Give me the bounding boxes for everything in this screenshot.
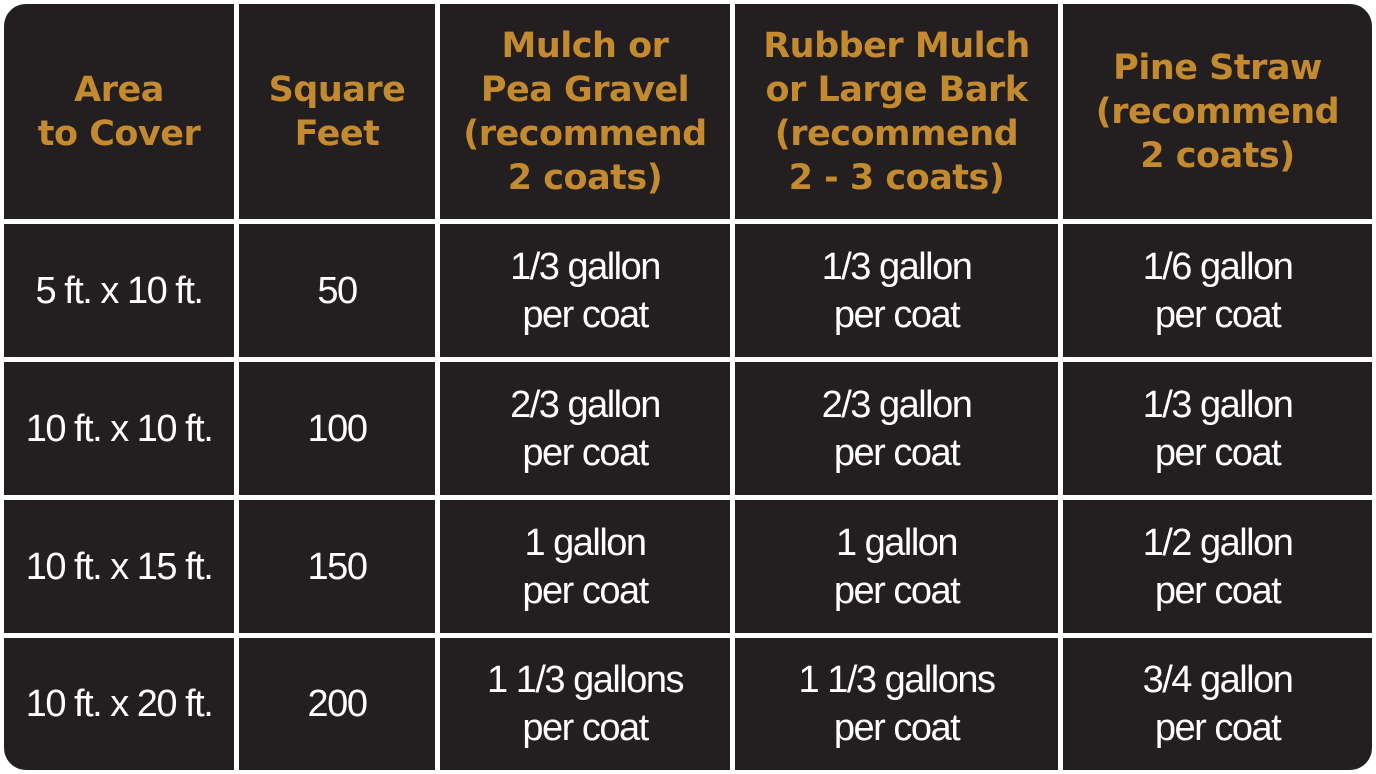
cell-pine-straw: 1/2 gallon per coat: [1063, 500, 1372, 633]
cell-square-feet: 50: [239, 224, 435, 357]
cell-rubber-mulch-large-bark: 1 1/3 gallons per coat: [735, 638, 1058, 770]
cell-mulch-pea-gravel: 2/3 gallon per coat: [440, 362, 730, 495]
header-rubber-mulch-large-bark: Rubber Mulch or Large Bark (recommend 2 …: [735, 4, 1058, 219]
cell-pine-straw: 3/4 gallon per coat: [1063, 638, 1372, 770]
cell-square-feet: 150: [239, 500, 435, 633]
header-pine-straw: Pine Straw (recommend 2 coats): [1063, 4, 1372, 219]
cell-area: 10 ft. x 15 ft.: [4, 500, 234, 633]
cell-mulch-pea-gravel: 1/3 gallon per coat: [440, 224, 730, 357]
cell-rubber-mulch-large-bark: 1/3 gallon per coat: [735, 224, 1058, 357]
cell-rubber-mulch-large-bark: 2/3 gallon per coat: [735, 362, 1058, 495]
cell-square-feet: 100: [239, 362, 435, 495]
header-area: Area to Cover: [4, 4, 234, 219]
header-square-feet: Square Feet: [239, 4, 435, 219]
cell-mulch-pea-gravel: 1 1/3 gallons per coat: [440, 638, 730, 770]
coverage-table: Area to Cover Square Feet Mulch or Pea Gra…: [4, 4, 1372, 770]
header-mulch-pea-gravel: Mulch or Pea Gravel (recommend 2 coats): [440, 4, 730, 219]
cell-rubber-mulch-large-bark: 1 gallon per coat: [735, 500, 1058, 633]
cell-pine-straw: 1/3 gallon per coat: [1063, 362, 1372, 495]
cell-mulch-pea-gravel: 1 gallon per coat: [440, 500, 730, 633]
cell-area: 10 ft. x 20 ft.: [4, 638, 234, 770]
cell-square-feet: 200: [239, 638, 435, 770]
cell-area: 10 ft. x 10 ft.: [4, 362, 234, 495]
cell-area: 5 ft. x 10 ft.: [4, 224, 234, 357]
cell-pine-straw: 1/6 gallon per coat: [1063, 224, 1372, 357]
